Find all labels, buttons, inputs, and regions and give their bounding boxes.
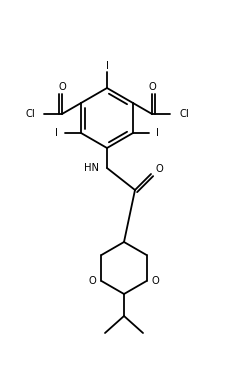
- Text: O: O: [89, 276, 96, 286]
- Text: I: I: [106, 61, 108, 71]
- Text: O: O: [152, 276, 159, 286]
- Text: I: I: [156, 128, 159, 138]
- Text: O: O: [156, 164, 164, 174]
- Text: HN: HN: [84, 163, 99, 173]
- Text: O: O: [148, 82, 156, 92]
- Text: I: I: [55, 128, 58, 138]
- Text: Cl: Cl: [25, 109, 35, 119]
- Text: Cl: Cl: [179, 109, 189, 119]
- Text: O: O: [58, 82, 66, 92]
